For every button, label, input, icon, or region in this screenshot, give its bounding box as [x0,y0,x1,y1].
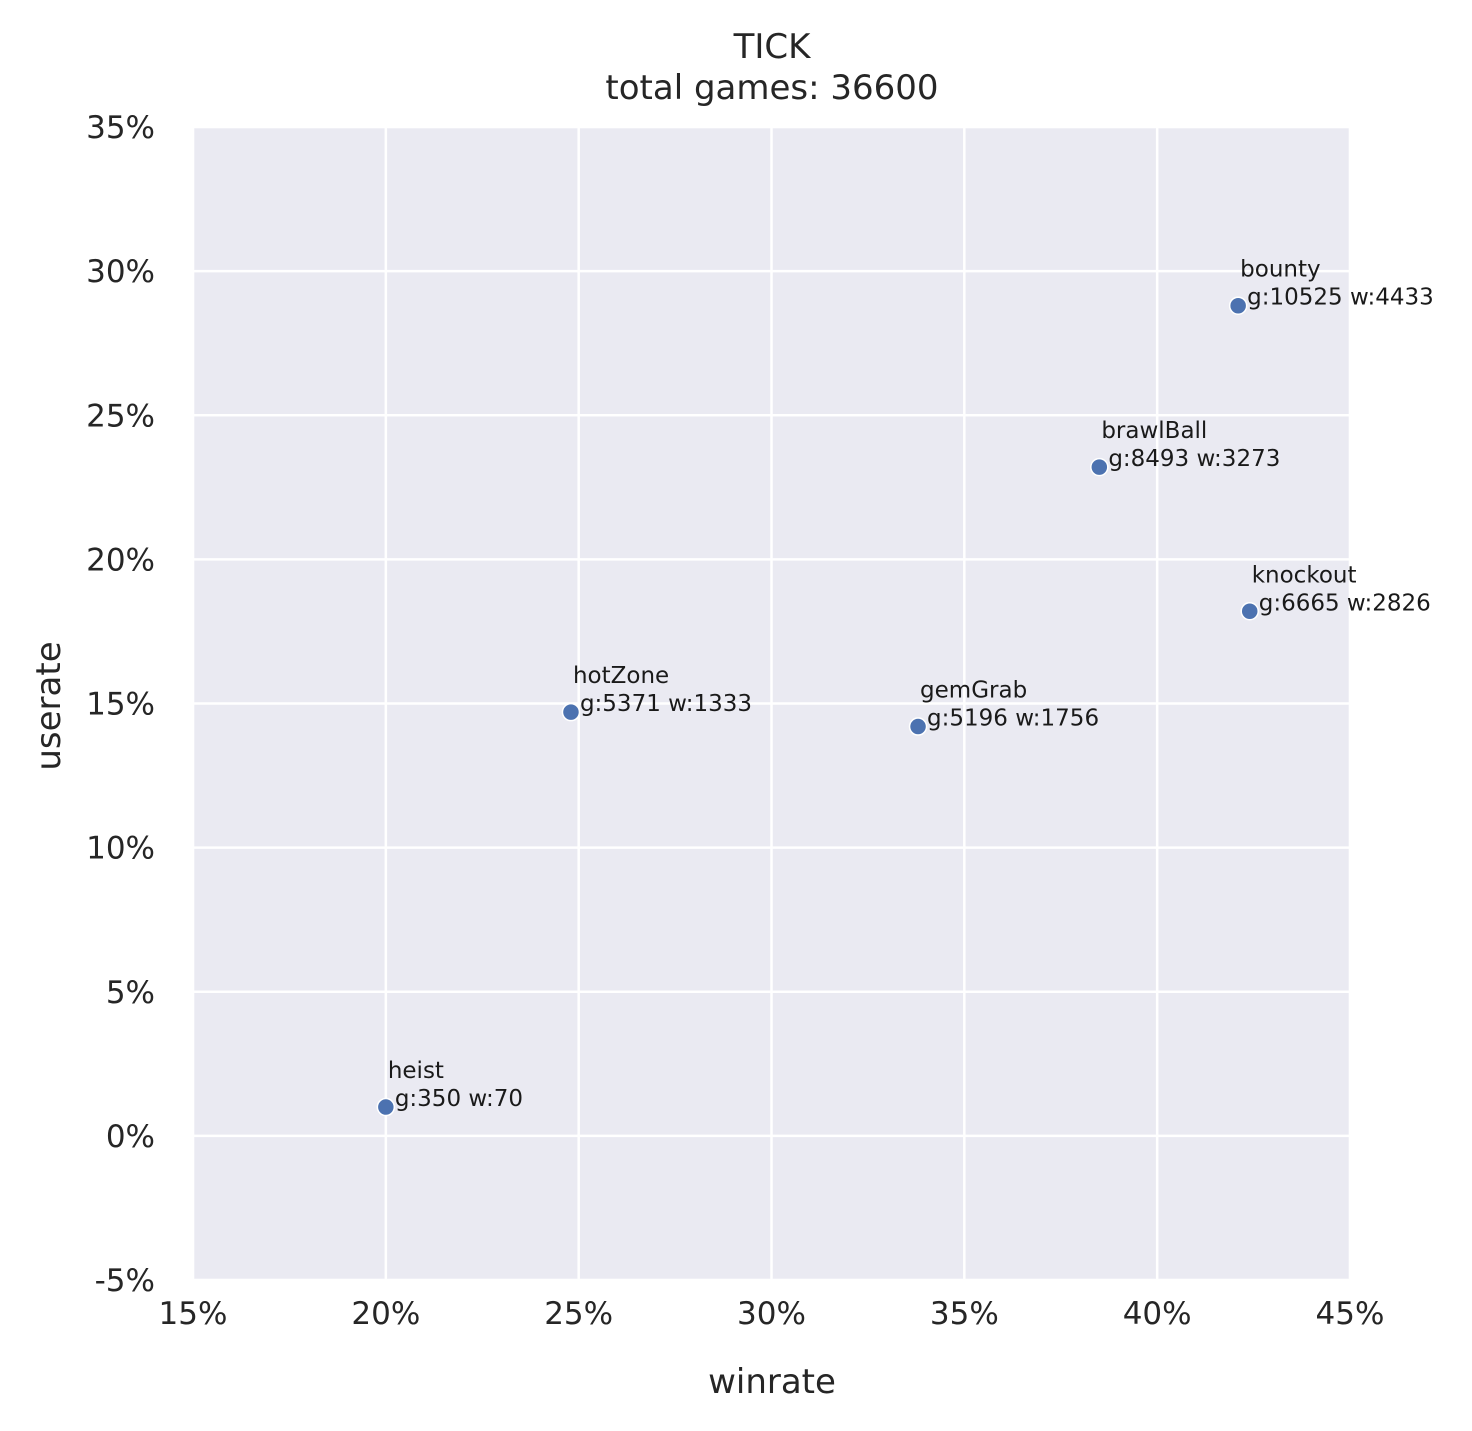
scatter-point [1228,296,1248,315]
x-tick-label: 20% [351,1296,420,1332]
grid-lines [191,125,1352,1282]
y-tick-label: 10% [86,831,155,867]
point-stats-label: g:10525 w:4433 [1247,285,1434,311]
scatter-point [908,717,928,736]
point-stats-label: g:350 w:70 [395,1086,523,1112]
y-tick-label: 20% [86,542,155,578]
point-stats-label: g:5196 w:1756 [927,706,1099,732]
scatter-point [1090,457,1109,477]
x-axis-label: winrate [708,1362,836,1402]
x-tick-label: 35% [930,1296,999,1332]
point-stats-label: g:6665 w:2826 [1259,590,1431,616]
y-tick-label: -5% [95,1263,155,1299]
x-tick-label: 15% [159,1296,228,1332]
point-name-label: gemGrab [920,678,1027,704]
y-tick-label: 30% [86,254,155,290]
y-tick-label: 5% [106,975,155,1011]
scatter-point [1240,602,1259,621]
point-name-label: bounty [1240,257,1320,283]
y-tick-label: 35% [86,110,155,146]
point-name-label: hotZone [573,663,669,689]
chart-title: TICK [733,27,813,67]
y-axis-label: userate [29,641,69,770]
x-tick-label: 25% [544,1296,613,1332]
chart-subtitle: total games: 36600 [605,68,938,108]
x-tick-label: 30% [737,1296,806,1332]
point-stats-label: g:8493 w:3273 [1108,446,1280,472]
x-tick-label: 45% [1316,1296,1385,1332]
point-name-label: knockout [1252,562,1357,588]
y-tick-label: 25% [86,398,155,434]
y-tick-label: 15% [86,687,155,723]
y-tick-label: 0% [106,1119,155,1155]
point-name-label: brawlBall [1101,418,1207,444]
x-tick-labels: 15% 20% 25% 30% 35% 40% 45% [159,1296,1385,1332]
x-tick-label: 40% [1123,1296,1192,1332]
point-name-label: heist [388,1058,444,1084]
scatter-point [561,702,581,722]
y-tick-labels: -5% 0% 5% 10% 15% 20% 25% 30% 35% [86,110,155,1299]
point-stats-label: g:5371 w:1333 [580,691,752,717]
scatter-point [376,1097,396,1117]
